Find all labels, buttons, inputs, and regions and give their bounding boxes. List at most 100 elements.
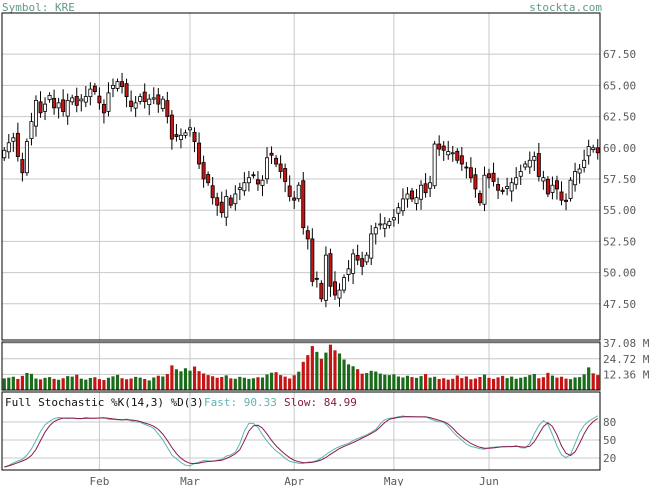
candle-body <box>61 99 66 112</box>
candle-body <box>450 152 455 155</box>
volume-bar <box>224 375 228 390</box>
candle-body <box>332 281 337 296</box>
volume-bar <box>156 375 160 390</box>
volume-bar <box>328 344 333 390</box>
candle-body <box>369 233 374 259</box>
candle-body <box>382 223 387 229</box>
candle-body <box>233 193 238 205</box>
volume-bar <box>11 376 15 390</box>
volume-bar <box>229 378 233 390</box>
volume-bar <box>356 369 360 390</box>
candle-body <box>410 190 414 200</box>
volume-bar <box>179 371 183 390</box>
candle-body <box>414 197 419 204</box>
candle-body <box>482 174 487 205</box>
volume-bar <box>75 374 79 390</box>
stochastic-slow-line <box>4 416 598 468</box>
candle-body <box>292 197 297 201</box>
candle-body <box>210 185 215 199</box>
candle-body <box>97 95 102 104</box>
volume-bar <box>464 376 468 390</box>
volume-bar <box>20 375 24 390</box>
price-tick-label: 65.00 <box>603 79 636 92</box>
stochastic-tick-label: 50 <box>603 434 616 447</box>
volume-bar <box>319 358 323 390</box>
candle-body <box>423 183 428 194</box>
candle-body <box>138 96 143 102</box>
volume-bar <box>587 367 591 390</box>
candle-body <box>88 88 93 98</box>
volume-bar <box>111 376 115 390</box>
candle-body <box>274 157 279 165</box>
volume-bar <box>183 368 188 390</box>
volume-bar <box>206 375 210 390</box>
candle-body <box>265 157 270 180</box>
volume-bar <box>437 379 441 390</box>
volume-bar <box>174 369 179 390</box>
volume-bar <box>274 372 278 390</box>
volume-bar <box>129 378 133 390</box>
month-tick-label: Apr <box>284 475 304 486</box>
volume-bar <box>519 377 523 390</box>
volume-bar <box>392 374 396 390</box>
candle-body <box>554 180 559 190</box>
candle-body <box>582 159 587 168</box>
candle-body <box>251 174 256 177</box>
volume-tick-label: 12.36 M <box>603 368 650 381</box>
volume-bar <box>423 374 428 390</box>
candle-body <box>147 98 152 106</box>
volume-bar <box>170 365 174 390</box>
volume-bar <box>478 376 482 390</box>
month-tick-label: Mar <box>180 475 200 486</box>
candle-body <box>283 168 288 182</box>
candle-body <box>224 196 229 218</box>
candle-body <box>496 184 501 191</box>
volume-bar <box>247 378 251 390</box>
candle-body <box>573 171 578 186</box>
volume-bar <box>473 378 478 390</box>
month-tick-label: Feb <box>89 475 109 486</box>
volume-bar <box>324 352 328 390</box>
volume-bar <box>97 379 101 390</box>
price-candles <box>2 72 600 308</box>
volume-bar <box>555 377 559 390</box>
month-tick-label: May <box>384 475 404 486</box>
candle-body <box>106 92 111 112</box>
volume-bar <box>115 374 120 390</box>
volume-bar <box>573 377 577 390</box>
price-tick-label: 60.00 <box>603 142 636 155</box>
volume-bar <box>188 370 192 390</box>
volume-bar <box>487 377 491 390</box>
volume-bar <box>7 377 11 390</box>
volume-bar <box>265 374 269 390</box>
volume-bar <box>29 373 34 390</box>
volume-bar <box>34 378 38 390</box>
candle-body <box>487 173 491 179</box>
volume-bar <box>346 364 351 390</box>
volume-bar <box>442 378 446 390</box>
stochastic-fast-label: Fast: 90.33 <box>204 396 277 409</box>
candle-body <box>260 179 265 186</box>
candle-body <box>536 153 541 177</box>
candle-body <box>514 177 519 185</box>
site-watermark[interactable]: stockta.com <box>529 1 602 14</box>
candle-body <box>541 177 546 182</box>
candle-body <box>491 172 496 182</box>
volume-bar <box>414 377 419 390</box>
candle-body <box>33 99 38 127</box>
candle-body <box>387 221 392 226</box>
candle-body <box>133 102 138 109</box>
candle-body <box>550 184 555 193</box>
candle-body <box>269 152 274 156</box>
candle-body <box>74 95 79 106</box>
candle-body <box>52 97 57 109</box>
candle-body <box>509 182 514 192</box>
panel-frames <box>1 12 601 471</box>
volume-bar <box>43 377 47 390</box>
candle-body <box>38 101 43 114</box>
candle-body <box>156 94 161 105</box>
candle-body <box>305 230 310 240</box>
volume-tick-label: 24.72 M <box>603 353 650 366</box>
candle-body <box>378 223 383 226</box>
